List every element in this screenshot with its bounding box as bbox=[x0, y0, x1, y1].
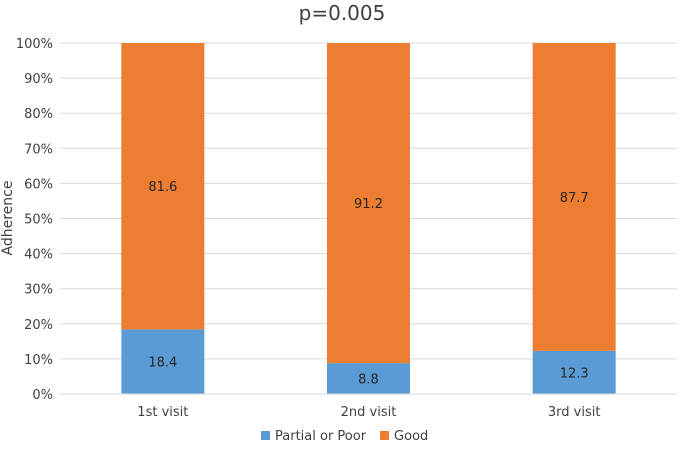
y-tick-label: 20% bbox=[24, 318, 53, 333]
bar-segment-partial-or-poor bbox=[532, 350, 616, 394]
x-tick-label: 2nd visit bbox=[341, 405, 397, 420]
data-labels: 18.4 81.6 8.8 91.2 12.3 87.7 bbox=[148, 180, 588, 387]
y-tick-label: 70% bbox=[24, 142, 53, 157]
y-tick-label: 50% bbox=[24, 213, 53, 228]
legend-item: Partial or Poor bbox=[261, 429, 367, 444]
bar-segment-good bbox=[121, 43, 205, 330]
legend-swatch bbox=[261, 431, 270, 440]
x-tick-label: 3rd visit bbox=[548, 405, 601, 420]
data-label: 81.6 bbox=[148, 180, 177, 195]
bar-segment-good bbox=[532, 43, 616, 351]
legend-label: Good bbox=[394, 429, 428, 444]
data-label: 18.4 bbox=[148, 356, 177, 371]
legend-swatch bbox=[380, 431, 390, 440]
x-tick-label: 1st visit bbox=[137, 405, 188, 420]
bar-segment-good bbox=[327, 43, 410, 364]
y-tick-label: 60% bbox=[24, 177, 53, 192]
y-tick-label: 90% bbox=[24, 72, 53, 87]
legend-item: Good bbox=[380, 429, 428, 444]
data-label: 8.8 bbox=[358, 373, 379, 388]
legend-label: Partial or Poor bbox=[275, 429, 367, 444]
y-axis-title: Adherence bbox=[0, 181, 16, 256]
y-axis-ticks: 0% 10% 20% 30% 40% 50% 60% 70% 80% 90% 100% bbox=[16, 37, 53, 403]
chart-title: p=0.005 bbox=[299, 1, 386, 25]
y-tick-label: 10% bbox=[24, 353, 53, 368]
data-label: 87.7 bbox=[560, 191, 589, 206]
y-tick-label: 0% bbox=[32, 388, 53, 403]
y-tick-label: 80% bbox=[24, 107, 53, 122]
bar-segment-partial-or-poor bbox=[121, 329, 205, 394]
y-tick-label: 30% bbox=[24, 283, 53, 298]
y-tick-label: 100% bbox=[16, 37, 53, 52]
legend: Partial or Poor Good bbox=[261, 429, 428, 444]
data-label: 12.3 bbox=[560, 366, 589, 381]
data-label: 91.2 bbox=[354, 197, 383, 212]
bars bbox=[121, 43, 616, 394]
x-axis-ticks: 1st visit 2nd visit 3rd visit bbox=[137, 405, 600, 420]
y-tick-label: 40% bbox=[24, 248, 53, 263]
bar-segment-partial-or-poor bbox=[327, 363, 410, 394]
